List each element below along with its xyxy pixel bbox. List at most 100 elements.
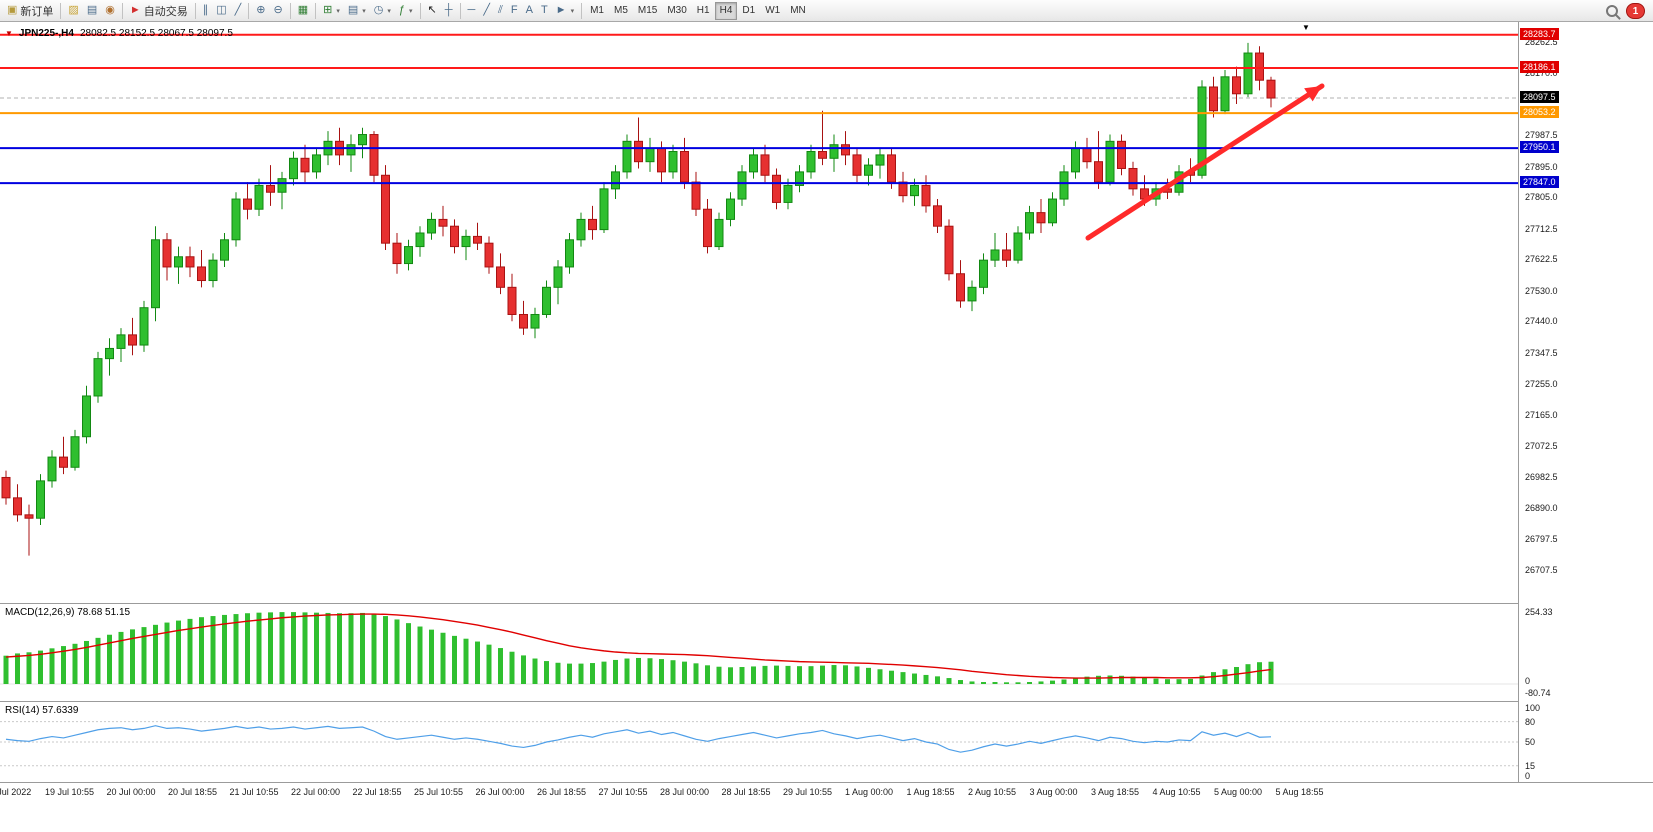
time-axis-label: 26 Jul 18:55 — [536, 787, 587, 797]
dropdown-arrow-icon[interactable]: ▾ — [362, 7, 366, 15]
chart-area: ▼ JPN225-,H4 28082.5 28152.5 28067.5 280… — [0, 22, 1653, 832]
crosshair-icon: ┼ — [444, 4, 453, 16]
rsi-scale-label: 80 — [1525, 716, 1536, 727]
button-label: 自动交易 — [143, 5, 188, 18]
time-axis-label: 29 Jul 10:55 — [782, 787, 833, 797]
time-axis-label: 25 Jul 10:55 — [413, 787, 464, 797]
line-chart-icon: ╱ — [234, 4, 242, 16]
time-axis[interactable]: 18 Jul 2022 19 Jul 10:55 20 Jul 00:00 20 Ju… — [0, 783, 1518, 805]
cursor-icon: ↖ — [427, 4, 437, 16]
dropdown-arrow-icon[interactable]: ▾ — [387, 7, 391, 15]
toolbar-separator — [248, 2, 250, 19]
trendline-icon: ╱ — [483, 4, 490, 16]
price-tick-label: 28170.0 — [1525, 68, 1558, 79]
time-axis-label: 18 Jul 2022 — [0, 787, 32, 797]
price-tick-label: 27165.0 — [1525, 409, 1558, 420]
horizontal-line-icon: ─ — [467, 4, 476, 16]
time-axis-label: 1 Aug 18:55 — [906, 787, 955, 797]
indicators-button[interactable]: ƒ ▾ — [395, 2, 417, 20]
text-icon: A — [525, 4, 533, 16]
candlestick-chart-button[interactable]: ◫ — [212, 2, 230, 20]
search-icon[interactable] — [1606, 5, 1618, 17]
zoom-out-button[interactable]: ⊖ — [269, 2, 286, 20]
horizontal-line-button[interactable]: ─ — [464, 2, 480, 20]
timeframe-h1-button[interactable]: H1 — [692, 2, 715, 20]
zoom-out-icon: ⊖ — [273, 4, 283, 16]
period-clock-button[interactable]: ◷ ▾ — [370, 2, 395, 20]
arrows-icon: ► — [555, 4, 567, 16]
panel-separator[interactable] — [0, 782, 1653, 783]
macd-label: MACD(12,26,9) 78.68 51.15 — [5, 607, 131, 618]
chart-profiles-button[interactable]: ▤ ▾ — [344, 2, 370, 20]
arrows-button[interactable]: ► ▾ — [552, 2, 578, 20]
panel-separator[interactable] — [0, 603, 1653, 604]
toolbar-separator — [419, 2, 421, 19]
channel-button[interactable]: ⫽ — [494, 2, 507, 20]
trendline-button[interactable]: ╱ — [479, 2, 494, 20]
new-chart-button[interactable]: ⊞ ▾ — [319, 2, 344, 20]
auto-trading-icon: ► — [129, 4, 141, 16]
tile-windows-button[interactable]: ▦ — [294, 2, 312, 20]
time-axis-label: 19 Jul 10:55 — [44, 787, 95, 797]
price-line-label: 28283.7 — [1520, 27, 1559, 40]
time-axis-label: 28 Jul 18:55 — [721, 787, 771, 797]
time-axis-label: 22 Jul 00:00 — [290, 787, 341, 797]
timeframe-mn-button[interactable]: MN — [785, 2, 811, 20]
timeframe-h4-button[interactable]: H4 — [714, 1, 738, 20]
price-axis[interactable]: 28262.5 28170.0 27987.5 27895.0 27805.0 27712… — [1519, 22, 1653, 782]
rsi-scale-label: 0 — [1525, 771, 1531, 781]
line-chart-button[interactable]: ╱ — [231, 2, 246, 20]
scripts-button[interactable]: ▨ — [64, 2, 82, 20]
zoom-in-button[interactable]: ⊕ — [252, 2, 269, 20]
fibonacci-button[interactable]: F — [507, 2, 522, 20]
timeframe-m5-button[interactable]: M5 — [609, 2, 633, 20]
time-axis-label: 22 Jul 18:55 — [352, 787, 402, 797]
panel-separator[interactable] — [0, 701, 1653, 702]
crosshair-button[interactable]: ┼ — [441, 2, 457, 20]
time-axis-label: 4 Aug 10:55 — [1152, 787, 1201, 797]
dropdown-arrow-icon[interactable]: ▾ — [336, 7, 340, 15]
zoom-in-icon: ⊕ — [256, 4, 266, 16]
notification-badge[interactable]: 1 — [1626, 3, 1645, 19]
market-watch-button[interactable]: ◉ — [101, 2, 119, 20]
rsi-panel[interactable] — [0, 702, 1518, 782]
timeframe-m15-button[interactable]: M15 — [633, 2, 662, 20]
time-axis-label: 20 Jul 18:55 — [167, 787, 218, 797]
price-chart[interactable] — [0, 22, 1518, 603]
price-tick-label: 28262.5 — [1525, 37, 1558, 47]
dropdown-arrow-icon[interactable]: ▾ — [409, 7, 413, 15]
label-icon: T — [540, 4, 548, 16]
fibonacci-icon: F — [510, 4, 518, 16]
price-tick-label: 27895.0 — [1525, 161, 1558, 172]
time-axis-label: 3 Aug 00:00 — [1029, 787, 1078, 797]
price-tick-label: 27440.0 — [1525, 316, 1558, 327]
price-line-label: 28053.2 — [1520, 106, 1559, 119]
macd-panel[interactable] — [0, 604, 1518, 701]
price-axis-border — [1518, 22, 1519, 782]
text-button[interactable]: A — [522, 2, 537, 20]
cursor-button[interactable]: ↖ — [424, 2, 441, 20]
bar-chart-button[interactable]: ∥ — [199, 2, 213, 20]
auto-trading-button[interactable]: ► 自动交易 — [126, 2, 192, 20]
new-chart-icon: ⊞ — [323, 4, 333, 16]
timeframe-d1-button[interactable]: D1 — [737, 2, 760, 20]
time-axis-label: 20 Jul 00:00 — [106, 787, 156, 797]
timeframe-w1-button[interactable]: W1 — [760, 2, 785, 20]
toolbar-separator — [315, 2, 317, 19]
price-tick-label: 26797.5 — [1525, 534, 1558, 545]
timeframe-m30-button[interactable]: M30 — [662, 2, 691, 20]
price-line-label: 28186.1 — [1520, 60, 1559, 73]
button-label: 新订单 — [20, 5, 54, 18]
macd-scale-label: 0 — [1525, 676, 1531, 686]
price-tick-label: 27622.5 — [1525, 254, 1558, 265]
dropdown-arrow-icon[interactable]: ▾ — [570, 7, 575, 15]
timeframe-m1-button[interactable]: M1 — [585, 2, 609, 20]
price-tick-label: 27987.5 — [1525, 130, 1558, 141]
label-button[interactable]: T — [537, 2, 552, 20]
shift-marker-icon: ▼ — [1302, 23, 1310, 32]
profiles-button[interactable]: ▤ — [83, 2, 101, 20]
new-order-button[interactable]: ▣ 新订单 — [3, 2, 57, 20]
price-line-label: 27847.0 — [1520, 176, 1559, 189]
ohlc-values: 28082.5 28152.5 28067.5 28097.5 — [79, 28, 233, 39]
price-tick-label: 26890.0 — [1525, 503, 1558, 514]
